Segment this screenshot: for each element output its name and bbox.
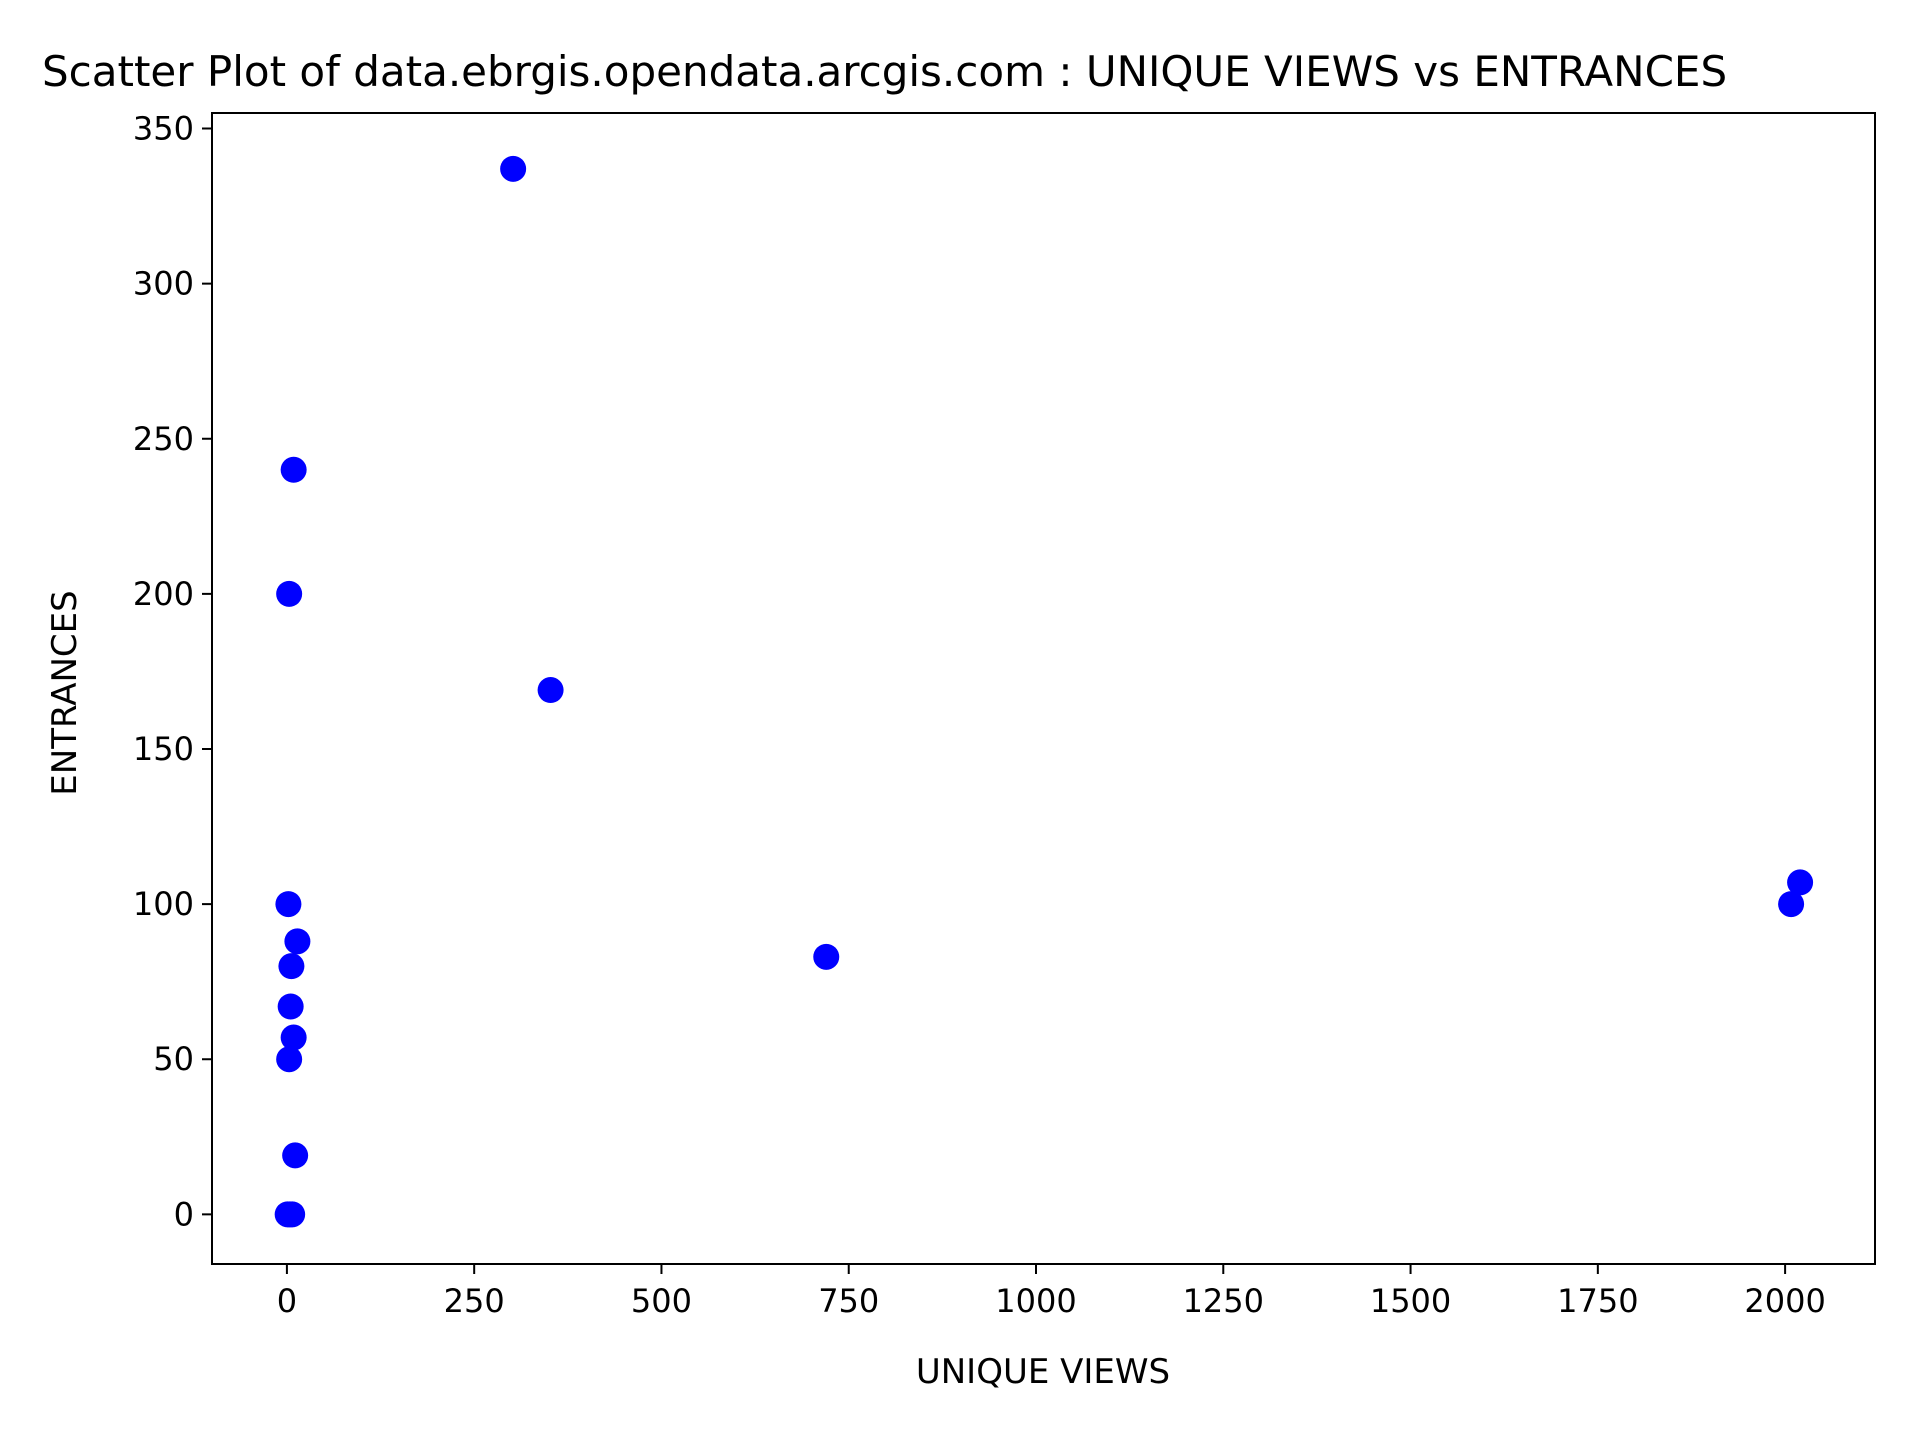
data-point [279, 1201, 306, 1228]
data-point [813, 943, 840, 970]
x-tick-label: 500 [631, 1282, 692, 1320]
y-tick-label: 150 [133, 730, 194, 768]
data-point [1787, 869, 1814, 896]
chart-title: Scatter Plot of data.ebrgis.opendata.arc… [42, 47, 1727, 96]
data-point [537, 677, 564, 704]
y-tick-label: 50 [153, 1040, 194, 1078]
y-tick-label: 100 [133, 885, 194, 923]
data-point [280, 456, 307, 483]
y-tick-label: 350 [133, 110, 194, 148]
y-tick-label: 200 [133, 575, 194, 613]
y-tick-label: 0 [174, 1195, 194, 1233]
x-tick-label: 0 [277, 1282, 297, 1320]
data-point [1778, 891, 1805, 918]
data-point [500, 155, 527, 182]
x-tick-label: 2000 [1744, 1282, 1825, 1320]
y-axis-ticks: 0 50 100 150 200 250 300 350 [133, 110, 212, 1233]
x-axis-label: UNIQUE VIEWS [916, 1352, 1170, 1392]
x-tick-label: 1500 [1370, 1282, 1451, 1320]
y-tick-label: 300 [133, 265, 194, 303]
y-axis-label: ENTRANCES [45, 590, 85, 795]
data-point [282, 1142, 309, 1169]
x-tick-label: 1000 [995, 1282, 1076, 1320]
data-point [276, 1046, 303, 1073]
data-point [276, 580, 303, 607]
data-points [274, 155, 1814, 1228]
data-point [275, 891, 302, 918]
y-tick-label: 250 [133, 420, 194, 458]
x-tick-label: 250 [444, 1282, 505, 1320]
data-point [277, 993, 304, 1020]
data-point [280, 1024, 307, 1051]
x-tick-label: 1250 [1183, 1282, 1264, 1320]
data-point [278, 953, 305, 980]
x-tick-label: 750 [818, 1282, 879, 1320]
plot-area-frame [211, 112, 1876, 1265]
x-tick-label: 1750 [1557, 1282, 1638, 1320]
x-axis-ticks: 0 250 500 750 1000 1250 1500 1750 2000 [277, 1264, 1826, 1320]
data-point [284, 928, 311, 955]
